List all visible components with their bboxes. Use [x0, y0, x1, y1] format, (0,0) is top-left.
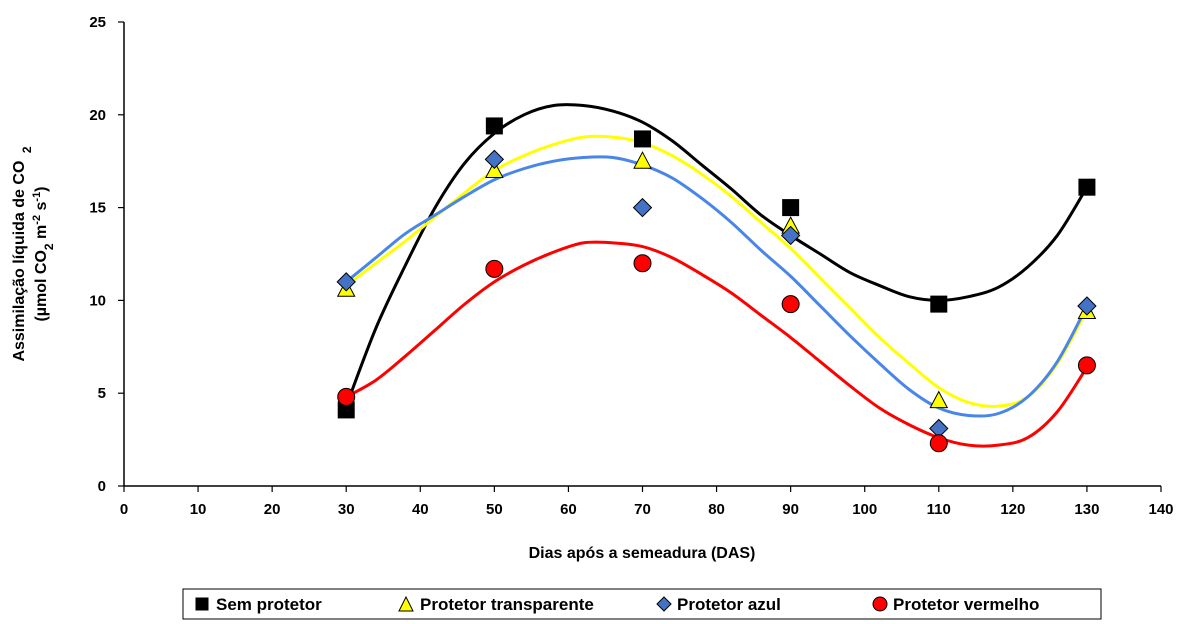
y-tick-label: 10 — [89, 292, 106, 309]
data-point-protetor-azul — [336, 272, 356, 292]
data-point-protetor-transparente — [485, 160, 504, 178]
data-point-protetor-transparente — [929, 390, 949, 409]
x-tick-label: 90 — [782, 501, 799, 518]
data-point-protetor-azul — [1077, 296, 1097, 316]
data-point-sem-protetor — [485, 117, 503, 135]
x-tick-label: 10 — [190, 501, 207, 518]
y-axis-title-line1-sub: 2 — [20, 146, 34, 153]
legend-marker-triangle — [398, 595, 414, 612]
x-tick-label: 120 — [1000, 501, 1025, 518]
data-point-protetor-vermelho — [485, 259, 504, 278]
trend-line-sem-protetor — [344, 103, 1089, 408]
x-tick-label: 0 — [120, 501, 128, 518]
data-point-protetor-vermelho — [781, 295, 800, 314]
data-point-sem-protetor — [930, 295, 948, 313]
data-point-sem-protetor — [1078, 178, 1096, 196]
legend-marker-diamond — [656, 596, 672, 612]
x-axis-title: Dias após a semeadura (DAS) — [529, 545, 756, 562]
trend-line-protetor-azul — [344, 155, 1089, 418]
legend-label-protetor-vermelho: Protetor vermelho — [893, 595, 1039, 614]
data-point-protetor-azul — [632, 197, 653, 218]
y-axis-title-line1: Assimilação líquida de CO — [11, 161, 28, 362]
y-axis-unit-part: ) — [33, 186, 50, 191]
legend-label-protetor-transparente: Protetor transparente — [420, 595, 594, 614]
data-point-protetor-vermelho — [929, 434, 948, 453]
data-markers — [336, 117, 1097, 453]
x-tick-label: 80 — [708, 501, 725, 518]
legend-box — [182, 588, 1102, 620]
y-axis-unit-sub: 2 — [42, 243, 56, 250]
legend: Sem protetor Protetor transparente Prote… — [182, 588, 1102, 620]
y-tick-label: 0 — [98, 478, 106, 495]
y-axis-unit-part: m — [33, 225, 50, 244]
trend-line-protetor-vermelho — [344, 240, 1089, 448]
data-point-protetor-vermelho — [337, 387, 356, 406]
legend-marker-circle — [872, 596, 888, 612]
data-point-protetor-azul — [780, 225, 801, 246]
x-tick-label: 140 — [1148, 501, 1173, 518]
x-tick-label: 70 — [634, 501, 651, 518]
y-axis-unit-part: s — [33, 201, 50, 214]
legend-label-sem-protetor: Sem protetor — [216, 595, 322, 614]
y-tick-label: 20 — [89, 107, 106, 124]
plot-area — [124, 22, 1161, 486]
legend-marker-square — [195, 597, 209, 611]
y-tick-label: 15 — [89, 200, 106, 217]
y-axis-unit-part: (µmol CO — [33, 250, 50, 321]
svg-text:(µmol CO2 m-2 s-1): (µmol CO2 m-2 s-1) — [31, 186, 56, 321]
x-tick-label: 20 — [264, 501, 281, 518]
trend-line-protetor-transparente — [344, 134, 1089, 408]
data-point-protetor-vermelho — [1077, 356, 1096, 375]
data-point-protetor-vermelho — [633, 254, 652, 273]
x-tick-label: 110 — [927, 501, 951, 518]
y-axis-title: Assimilação líquida de CO 2 (µmol CO2 m-… — [11, 146, 56, 361]
axis-ticks: 0 10 20 30 40 50 60 70 80 90 100 110 120 130 140 0 5 10 15… — [89, 14, 1173, 518]
trend-lines — [344, 103, 1089, 448]
data-point-sem-protetor — [634, 130, 651, 148]
x-tick-label: 60 — [560, 501, 577, 518]
x-tick-label: 130 — [1074, 501, 1099, 518]
x-tick-label: 100 — [852, 501, 877, 518]
data-point-protetor-azul — [484, 149, 505, 170]
data-point-sem-protetor — [782, 199, 800, 217]
y-tick-label: 25 — [89, 14, 106, 31]
svg-text:Assimilação líquida de CO: Assimilação líquida de CO 2 — [11, 146, 34, 361]
x-tick-label: 40 — [412, 501, 429, 518]
x-tick-label: 50 — [486, 501, 503, 518]
data-point-protetor-transparente — [633, 151, 652, 169]
x-tick-label: 30 — [338, 501, 355, 518]
legend-label-protetor-azul: Protetor azul — [677, 595, 781, 614]
y-tick-label: 5 — [98, 385, 106, 402]
y-axis-unit-sup: -2 — [31, 215, 43, 225]
y-axis-unit-sup: -1 — [31, 192, 43, 202]
